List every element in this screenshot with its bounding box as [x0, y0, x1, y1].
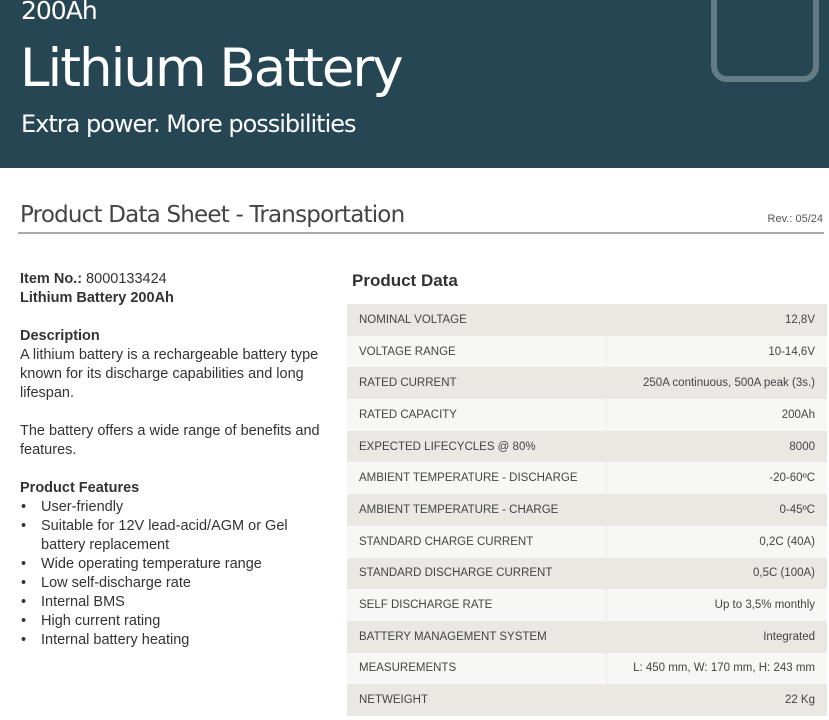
logo-icon: [711, 0, 819, 82]
item-label: Item No.:: [20, 271, 83, 287]
capacity-heading: 200Ah: [21, 0, 98, 25]
table-row: RATED CURRENT 250A continuous, 500A peak …: [347, 367, 827, 400]
spec-label: MEASUREMENTS: [347, 652, 608, 685]
spec-value: 200Ah: [781, 408, 815, 421]
feature-item: Internal battery heating: [20, 631, 320, 650]
spec-label: RATED CURRENT: [359, 377, 457, 390]
spec-label: EXPECTED LIFECYCLES @ 80%: [359, 440, 536, 453]
table-row: VOLTAGE RANGE 10-14,6V: [347, 335, 827, 368]
spec-value: L: 450 mm, W: 170 mm, H: 243 mm: [633, 662, 815, 675]
table-row: BATTERY MANAGEMENT SYSTEM Integrated: [347, 620, 827, 653]
spec-label: AMBIENT TEMPERATURE - DISCHARGE: [347, 462, 608, 495]
table-row: AMBIENT TEMPERATURE - CHARGE 0-45ºC: [347, 494, 827, 526]
sheet-title: Product Data Sheet - Transportation: [20, 202, 405, 228]
description-p1: A lithium battery is a rechargeable batt…: [20, 347, 319, 401]
product-data-table: NOMINAL VOLTAGE 12,8V VOLTAGE RANGE 10-14,6…: [347, 304, 827, 716]
spec-value: 8000: [789, 440, 815, 453]
spec-label: STANDARD CHARGE CURRENT: [347, 525, 608, 558]
item-number: 8000133424: [82, 271, 167, 287]
table-row: SELF DISCHARGE RATE Up to 3,5% monthly: [347, 589, 827, 621]
spec-label: NETWEIGHT: [359, 694, 428, 707]
spec-label: NOMINAL VOLTAGE: [359, 313, 467, 326]
spec-label: AMBIENT TEMPERATURE - CHARGE: [359, 503, 559, 516]
product-data-heading: Product Data: [352, 271, 458, 290]
spec-value: -20-60ºC: [769, 472, 815, 485]
feature-item: Internal BMS: [20, 593, 320, 612]
feature-item: Suitable for 12V lead-acid/AGM or Gel ba…: [20, 517, 320, 555]
spec-value: Up to 3,5% monthly: [714, 599, 815, 612]
spec-label: BATTERY MANAGEMENT SYSTEM: [359, 630, 547, 643]
revision: Rev.: 05/24: [767, 213, 823, 225]
spec-value: 12,8V: [784, 313, 815, 326]
divider: [18, 232, 824, 234]
spec-value: 10-14,6V: [768, 345, 815, 358]
feature-item: User-friendly: [20, 498, 320, 517]
hero-banner: 200Ah Lithium Battery Extra power. More …: [0, 0, 829, 168]
table-row: RATED CAPACITY 200Ah: [347, 399, 827, 431]
description-p2: The battery offers a wide range of benef…: [20, 423, 320, 458]
left-column: Item No.: 8000133424 Lithium Battery 200…: [20, 270, 320, 650]
table-row: MEASUREMENTS L: 450 mm, W: 170 mm, H: 243…: [347, 652, 827, 685]
spec-value: Integrated: [763, 630, 815, 643]
table-row: STANDARD CHARGE CURRENT 0,2C (40A): [347, 525, 827, 558]
spec-label: STANDARD DISCHARGE CURRENT: [359, 567, 553, 580]
product-title: Lithium Battery: [20, 38, 404, 99]
tagline: Extra power. More possibilities: [21, 110, 357, 138]
features-heading: Product Features: [20, 480, 140, 496]
spec-value: 250A continuous, 500A peak (3s.): [643, 377, 815, 390]
table-row: NOMINAL VOLTAGE 12,8V: [347, 304, 827, 336]
feature-item: High current rating: [20, 612, 320, 631]
features-list: User-friendlySuitable for 12V lead-acid/…: [20, 498, 320, 650]
table-row: EXPECTED LIFECYCLES @ 80% 8000: [347, 430, 827, 463]
spec-label: VOLTAGE RANGE: [347, 335, 608, 368]
spec-value: 22 Kg: [784, 694, 815, 707]
item-name: Lithium Battery 200Ah: [20, 290, 174, 306]
spec-label: SELF DISCHARGE RATE: [347, 589, 608, 621]
table-row: STANDARD DISCHARGE CURRENT 0,5C (100A): [347, 557, 827, 590]
table-row: AMBIENT TEMPERATURE - DISCHARGE -20-60ºC: [347, 462, 827, 495]
spec-label: RATED CAPACITY: [347, 399, 608, 431]
description-heading: Description: [20, 328, 100, 344]
feature-item: Low self-discharge rate: [20, 574, 320, 593]
spec-value: 0,5C (100A): [752, 567, 815, 580]
spec-value: 0,2C (40A): [759, 535, 815, 548]
feature-item: Wide operating temperature range: [20, 555, 320, 574]
spec-value: 0-45ºC: [779, 503, 815, 516]
table-row: NETWEIGHT 22 Kg: [347, 684, 827, 716]
